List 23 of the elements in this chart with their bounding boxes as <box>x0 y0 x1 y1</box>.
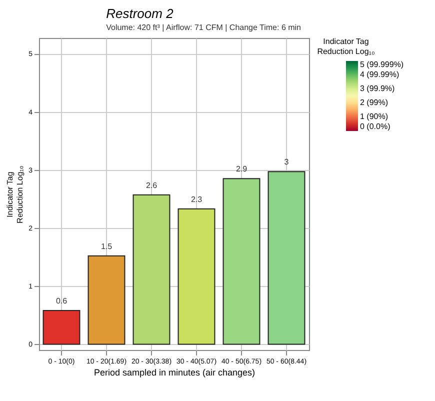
data-label: 0.6 <box>56 296 68 306</box>
y-axis-title: Indicator Tag Reduction Log₁₀ <box>6 166 25 224</box>
color-bar-label: 0 (0.0%) <box>360 122 391 131</box>
chart-title: Restroom 2 <box>106 6 174 21</box>
x-axis-title: Period sampled in minutes (air changes) <box>94 368 256 378</box>
bar <box>42 310 80 345</box>
data-label: 2.3 <box>190 194 203 204</box>
data-label: 1.5 <box>100 242 113 251</box>
data-label: 3 <box>284 158 290 167</box>
bar <box>88 255 126 345</box>
color-bar-label: 3 (99.9%) <box>360 84 396 93</box>
color-bar-title: Indicator Tag Reduction Log₁₀ <box>317 37 375 56</box>
chart-subtitle: Volume: 420 ft³ | Airflow: 71 CFM | Change Time: 6 min <box>106 23 302 32</box>
data-label: 2.6 <box>146 180 158 190</box>
bar <box>178 208 216 345</box>
bar <box>132 194 170 345</box>
data-label: 2.9 <box>236 164 248 174</box>
bar <box>268 171 306 345</box>
color-bar-label: 1 (90%) <box>360 112 388 121</box>
color-bar-label: 2 (99%) <box>360 98 388 107</box>
color-bar-label: 5 (99.999%) <box>360 60 404 69</box>
bar <box>222 178 260 345</box>
color-bar-label: 4 (99.99%) <box>360 70 400 79</box>
